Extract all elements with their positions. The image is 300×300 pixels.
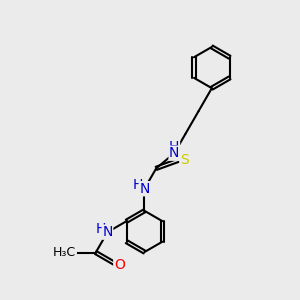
Text: N: N — [169, 146, 179, 160]
Text: H: H — [96, 222, 106, 236]
Text: S: S — [180, 153, 189, 167]
Text: H: H — [169, 140, 179, 154]
Text: H₃C: H₃C — [53, 246, 76, 259]
Text: H: H — [133, 178, 143, 192]
Text: O: O — [114, 258, 125, 272]
Text: N: N — [102, 225, 113, 239]
Text: N: N — [139, 182, 150, 196]
